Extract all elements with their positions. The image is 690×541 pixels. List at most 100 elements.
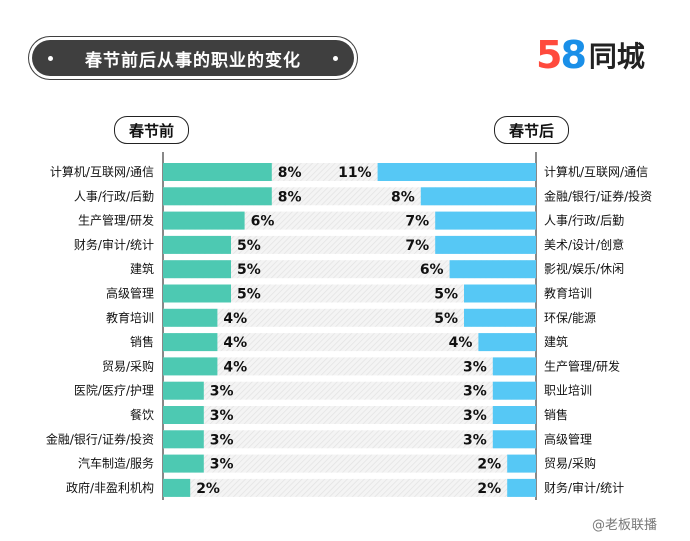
before-bar xyxy=(163,406,204,424)
before-value-label: 8% xyxy=(278,165,302,181)
before-bar xyxy=(163,284,231,303)
after-value-label: 3% xyxy=(463,384,487,400)
before-value-label: 8% xyxy=(278,189,302,205)
after-bar xyxy=(507,454,536,473)
after-category-label: 人事/行政/后勤 xyxy=(544,214,624,228)
before-category-label: 教育培训 xyxy=(106,310,154,325)
before-bar xyxy=(163,163,272,181)
bar-track xyxy=(163,478,536,497)
after-value-label: 2% xyxy=(477,457,501,473)
after-bar xyxy=(464,284,536,303)
after-value-label: 3% xyxy=(463,408,487,424)
before-value-label: 3% xyxy=(210,384,234,400)
before-value-label: 3% xyxy=(210,408,234,424)
watermark: @老板联播 xyxy=(592,518,658,533)
brand-number: 58 xyxy=(536,33,587,77)
after-bar xyxy=(492,381,536,400)
after-group-label: 春节后 xyxy=(494,116,570,144)
after-bar xyxy=(478,333,536,352)
before-category-label: 计算机/互联网/通信 xyxy=(50,164,154,179)
before-value-label: 4% xyxy=(223,335,247,351)
chart-title: 春节前后从事的职业的变化 xyxy=(85,50,301,71)
before-bar xyxy=(163,308,218,327)
title-dot-right xyxy=(333,56,338,61)
after-bar xyxy=(464,308,536,327)
bar-track xyxy=(163,308,536,327)
before-bar xyxy=(163,430,204,449)
after-category-label: 贸易/采购 xyxy=(544,456,596,471)
before-bar xyxy=(163,381,204,400)
after-value-label: 3% xyxy=(463,432,487,448)
before-category-label: 销售 xyxy=(130,334,154,349)
title-dot-left xyxy=(48,56,53,61)
bar-track xyxy=(163,357,536,376)
after-category-label: 环保/能源 xyxy=(544,311,596,325)
after-bar xyxy=(492,430,536,449)
before-value-label: 4% xyxy=(223,311,247,327)
after-value-label: 4% xyxy=(449,335,473,351)
after-category-label: 影视/娱乐/休闲 xyxy=(544,261,624,276)
after-category-label: 美术/设计/创意 xyxy=(544,237,624,252)
before-bar xyxy=(163,478,191,497)
bar-track xyxy=(163,284,536,303)
after-category-label: 生产管理/研发 xyxy=(544,358,620,373)
after-category-label: 销售 xyxy=(544,407,568,422)
after-bar xyxy=(435,235,536,254)
before-group-label: 春节前 xyxy=(114,116,190,144)
after-category-label: 计算机/互联网/通信 xyxy=(544,164,648,179)
bar-track xyxy=(163,406,536,424)
before-value-label: 4% xyxy=(223,359,247,375)
after-bar xyxy=(449,260,536,279)
before-value-label: 5% xyxy=(237,287,261,303)
before-category-label: 人事/行政/后勤 xyxy=(74,189,154,203)
bar-track xyxy=(163,454,536,473)
before-value-label: 3% xyxy=(210,432,234,448)
bar-track xyxy=(163,260,536,279)
before-bar xyxy=(163,235,231,254)
after-category-label: 教育培训 xyxy=(544,286,592,301)
before-category-label: 建筑 xyxy=(130,261,154,276)
before-category-label: 政府/非盈利机构 xyxy=(66,480,154,495)
after-category-label: 职业培训 xyxy=(544,383,592,398)
after-value-label: 11% xyxy=(338,165,372,181)
after-category-label: 财务/审计/统计 xyxy=(544,480,624,495)
before-bar xyxy=(163,211,245,230)
before-bar xyxy=(163,333,218,352)
after-value-label: 6% xyxy=(420,262,444,278)
before-category-label: 汽车制造/服务 xyxy=(78,456,154,471)
after-bar xyxy=(377,163,536,181)
before-value-label: 5% xyxy=(237,262,261,278)
after-category-label: 高级管理 xyxy=(544,431,592,446)
before-value-label: 5% xyxy=(237,238,261,254)
before-bar xyxy=(163,260,231,279)
before-bar xyxy=(163,357,218,376)
before-value-label: 3% xyxy=(210,457,234,473)
before-bar xyxy=(163,187,272,206)
after-value-label: 5% xyxy=(434,287,458,303)
before-category-label: 高级管理 xyxy=(106,286,154,301)
after-value-label: 5% xyxy=(434,311,458,327)
after-bar xyxy=(492,406,536,424)
brand-logo: 58 同城 xyxy=(536,32,645,78)
after-bar xyxy=(435,211,536,230)
bar-track xyxy=(163,430,536,449)
bar-track xyxy=(163,333,536,352)
before-category-label: 财务/审计/统计 xyxy=(74,237,154,252)
after-value-label: 2% xyxy=(477,481,501,497)
before-category-label: 生产管理/研发 xyxy=(78,213,154,228)
before-value-label: 6% xyxy=(251,214,275,230)
after-bar xyxy=(507,478,536,497)
chart-title-pill: 春节前后从事的职业的变化 xyxy=(32,40,354,76)
before-value-label: 2% xyxy=(196,481,220,497)
after-category-label: 金融/银行/证券/投资 xyxy=(544,188,652,203)
after-value-label: 8% xyxy=(391,189,415,205)
before-category-label: 餐饮 xyxy=(130,407,154,422)
after-category-label: 建筑 xyxy=(544,334,568,349)
before-bar xyxy=(163,454,204,473)
before-category-label: 贸易/采购 xyxy=(102,358,154,373)
before-category-label: 医院/医疗/护理 xyxy=(74,384,154,398)
after-value-label: 7% xyxy=(405,238,429,254)
before-category-label: 金融/银行/证券/投资 xyxy=(46,431,154,446)
after-bar xyxy=(492,357,536,376)
